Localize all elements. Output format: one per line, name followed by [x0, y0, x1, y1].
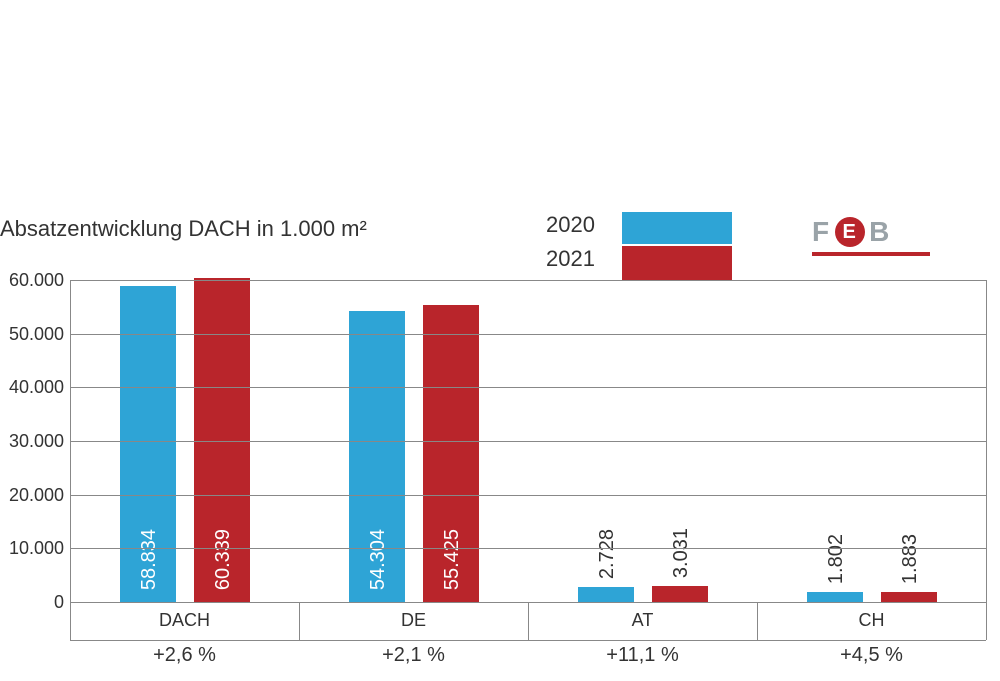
gridline	[70, 280, 986, 281]
logo-underline	[812, 252, 930, 256]
y-tick-label: 20.000	[4, 485, 64, 506]
category-label-DACH: DACH	[70, 610, 299, 631]
logo-letter-b: B	[869, 216, 891, 248]
bar-value-label: 55.425	[441, 529, 464, 590]
right-axis-line	[986, 280, 987, 640]
bar-CH-2021	[881, 592, 937, 602]
legend-label-2020: 2020	[546, 212, 595, 238]
category-label-CH: CH	[757, 610, 986, 631]
growth-label-DE: +2,1 %	[299, 644, 528, 667]
gridline	[70, 495, 986, 496]
logo-circle-icon: E	[835, 217, 865, 247]
gridline	[70, 334, 986, 335]
logo-letter-f: F	[812, 216, 831, 248]
legend-swatch-2020	[622, 212, 732, 244]
category-row-line	[70, 640, 986, 641]
y-tick-label: 40.000	[4, 377, 64, 398]
bar-AT-2020	[578, 587, 634, 602]
y-tick-label: 50.000	[4, 324, 64, 345]
category-label-AT: AT	[528, 610, 757, 631]
bar-value-label: 60.339	[212, 529, 235, 590]
bar-value-label: 54.304	[367, 529, 390, 590]
logo-letter-e: E	[842, 221, 857, 244]
gridline	[70, 387, 986, 388]
feb-logo: FEB	[812, 216, 930, 256]
growth-label-DACH: +2,6 %	[70, 644, 299, 667]
gridline	[70, 441, 986, 442]
bar-DE-2020: 54.304	[349, 311, 405, 602]
left-axis-line	[70, 280, 71, 640]
bar-AT-2021	[652, 586, 708, 602]
category-label-DE: DE	[299, 610, 528, 631]
bar-value-label: 1.883	[899, 534, 922, 584]
y-tick-label: 10.000	[4, 538, 64, 559]
y-tick-label: 60.000	[4, 270, 64, 291]
bar-value-label: 58.834	[138, 529, 161, 590]
growth-label-AT: +11,1 %	[528, 644, 757, 667]
legend-label-2021: 2021	[546, 246, 595, 272]
gridline	[70, 548, 986, 549]
logo-letters: FEB	[812, 216, 930, 248]
bar-value-label: 2.728	[596, 529, 619, 579]
bar-DE-2021: 55.425	[423, 305, 479, 602]
y-tick-label: 30.000	[4, 431, 64, 452]
legend-swatch-2021	[622, 246, 732, 280]
chart-title: Absatzentwicklung DACH in 1.000 m²	[0, 216, 367, 242]
bar-value-label: 1.802	[825, 534, 848, 584]
bar-value-label: 3.031	[670, 528, 693, 578]
growth-label-CH: +4,5 %	[757, 644, 986, 667]
y-tick-label: 0	[4, 592, 64, 613]
bar-CH-2020	[807, 592, 863, 602]
